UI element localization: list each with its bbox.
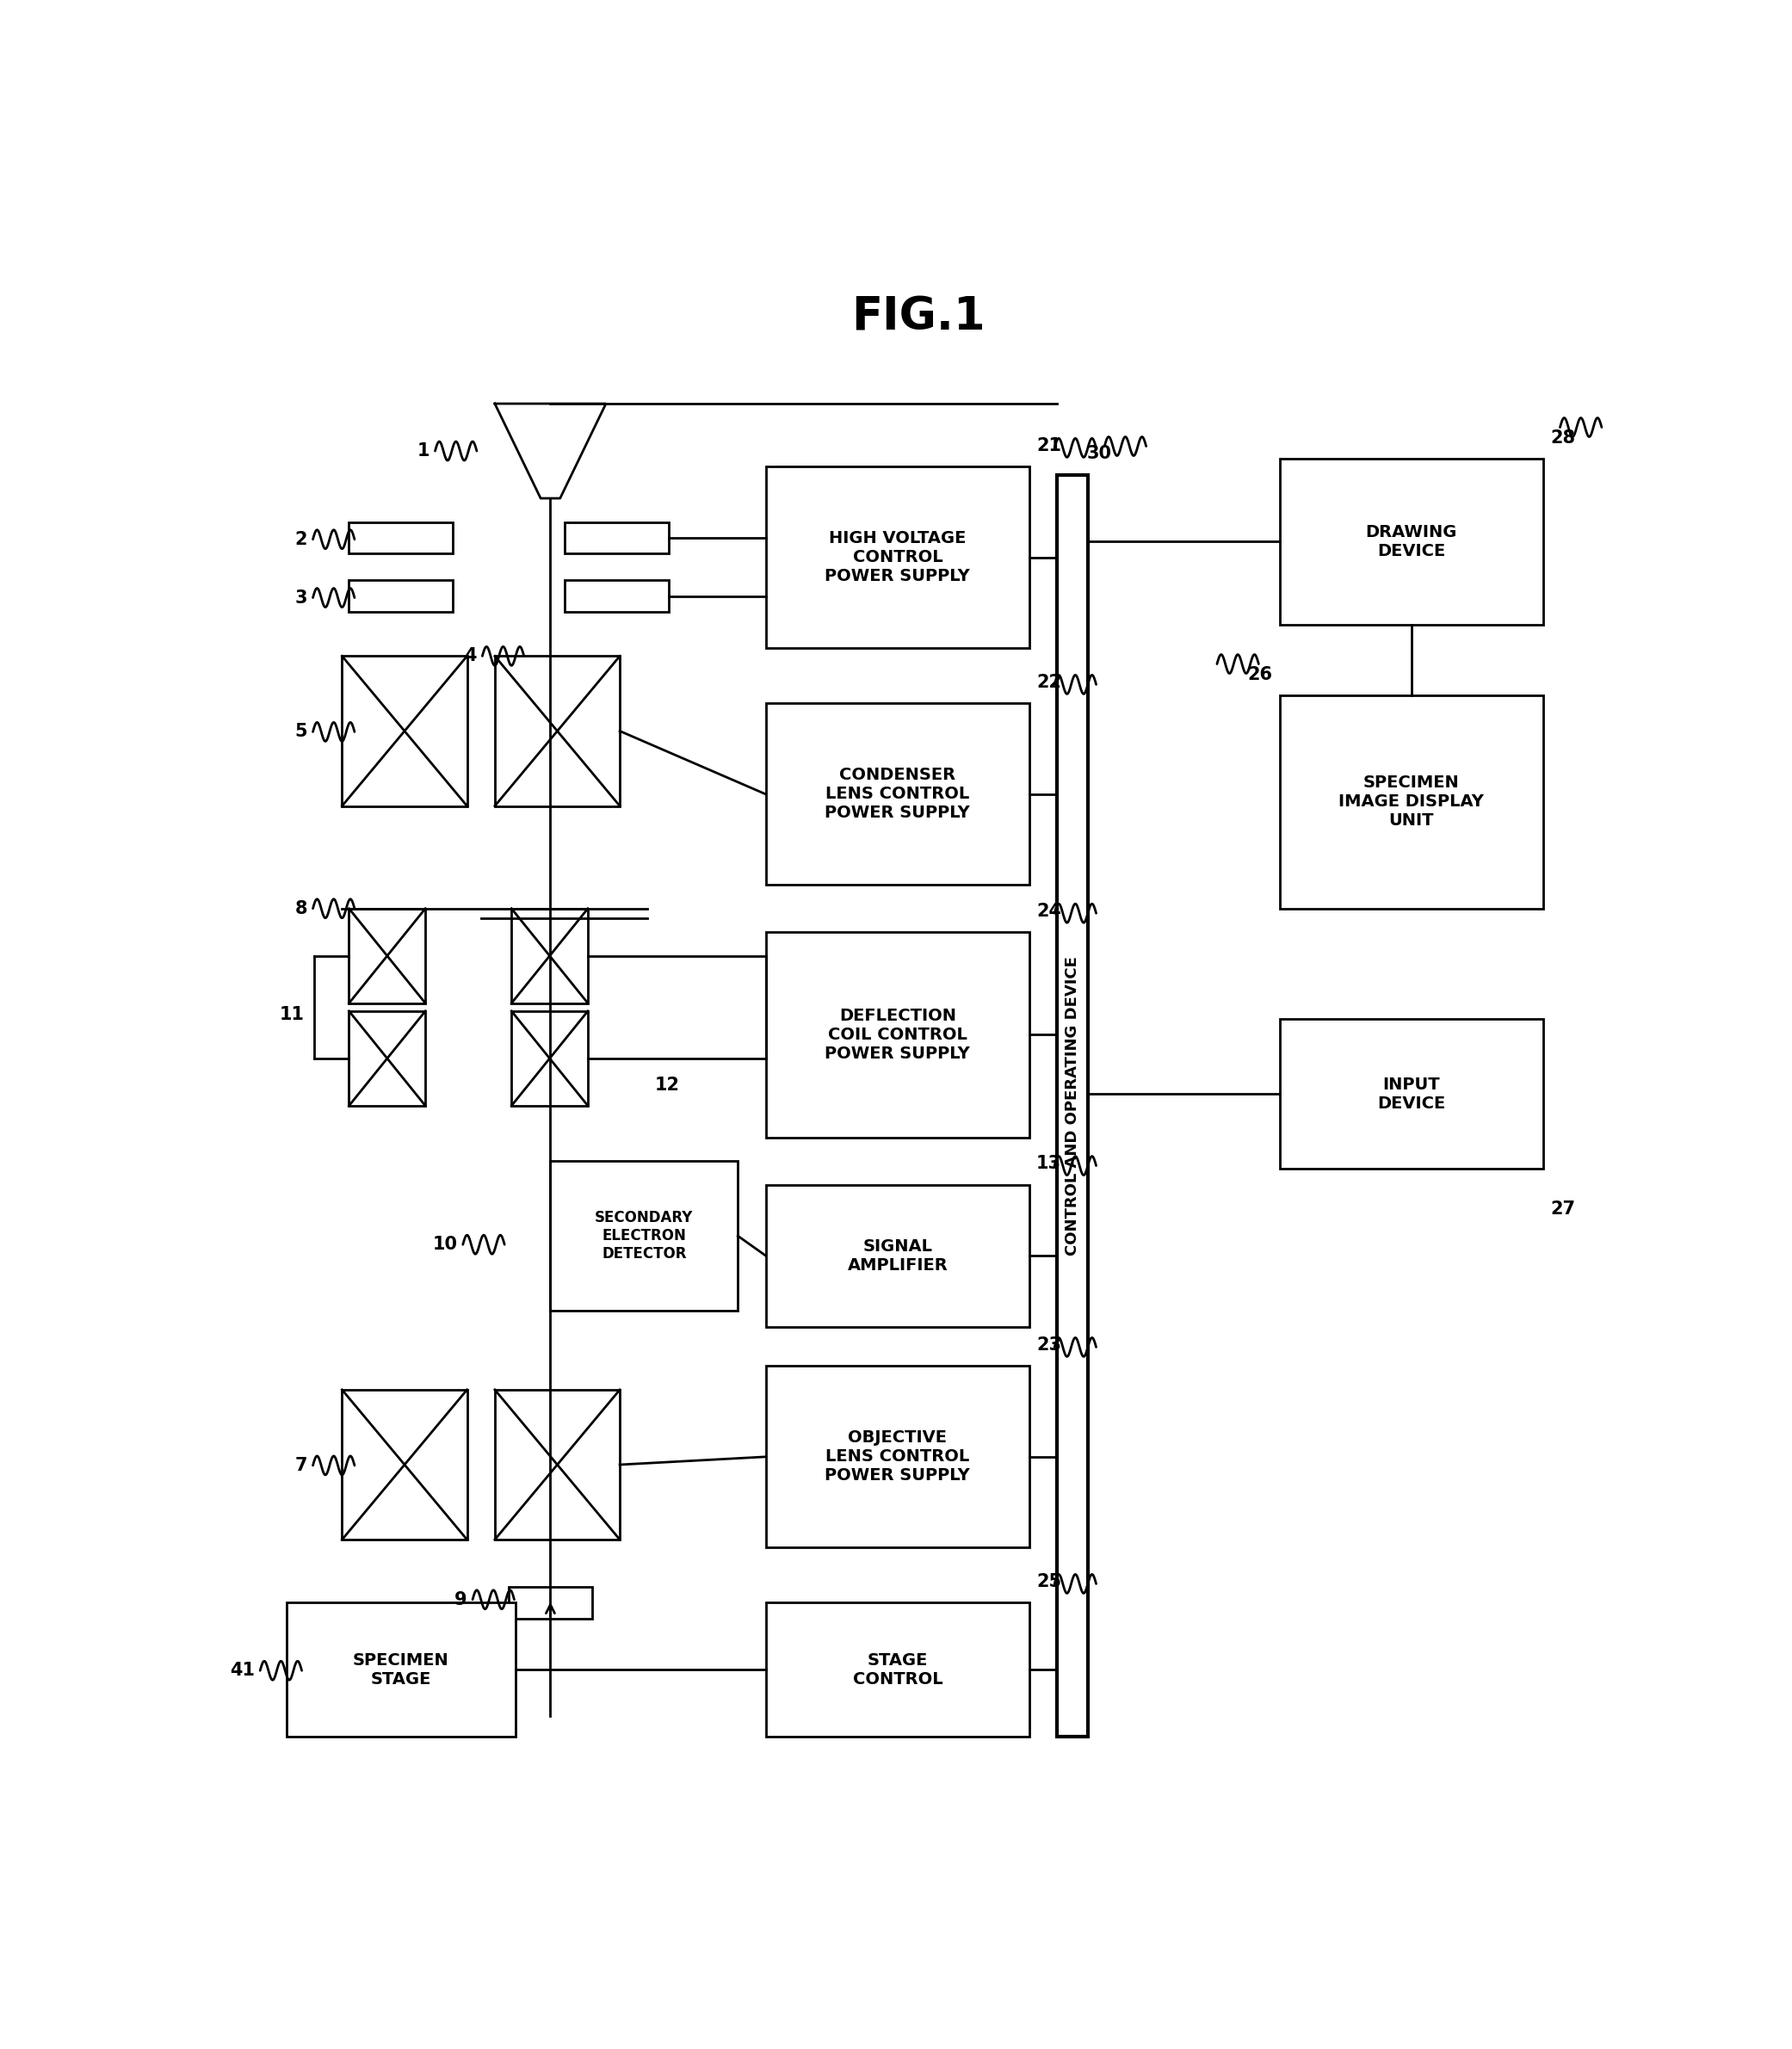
Text: 10: 10 bbox=[432, 1236, 457, 1254]
Text: 8: 8 bbox=[296, 900, 308, 918]
Bar bbox=[349, 580, 453, 613]
Bar bbox=[765, 1184, 1029, 1326]
Bar bbox=[1279, 459, 1543, 625]
Text: 11: 11 bbox=[280, 1006, 305, 1022]
Bar bbox=[564, 522, 668, 553]
Bar bbox=[495, 656, 620, 805]
Text: 27: 27 bbox=[1550, 1201, 1575, 1217]
Bar bbox=[564, 580, 668, 613]
Text: STAGE
CONTROL: STAGE CONTROL bbox=[853, 1651, 943, 1688]
Text: 28: 28 bbox=[1550, 428, 1575, 447]
Text: 1: 1 bbox=[418, 443, 430, 459]
Text: 22: 22 bbox=[1036, 674, 1061, 691]
Text: 9: 9 bbox=[455, 1590, 468, 1608]
Bar bbox=[342, 1389, 468, 1539]
Text: SIGNAL
AMPLIFIER: SIGNAL AMPLIFIER bbox=[848, 1238, 948, 1272]
Bar bbox=[1279, 695, 1543, 908]
Text: OBJECTIVE
LENS CONTROL
POWER SUPPLY: OBJECTIVE LENS CONTROL POWER SUPPLY bbox=[824, 1430, 969, 1483]
Text: 7: 7 bbox=[296, 1457, 308, 1473]
Text: 5: 5 bbox=[294, 723, 308, 740]
Text: 24: 24 bbox=[1036, 902, 1061, 920]
Bar bbox=[349, 908, 425, 1004]
Text: 23: 23 bbox=[1036, 1336, 1061, 1354]
Text: HIGH VOLTAGE
CONTROL
POWER SUPPLY: HIGH VOLTAGE CONTROL POWER SUPPLY bbox=[824, 531, 969, 584]
Bar bbox=[1279, 1018, 1543, 1168]
Bar bbox=[511, 908, 588, 1004]
Text: 2: 2 bbox=[296, 531, 308, 547]
Bar bbox=[342, 656, 468, 805]
Text: SECONDARY
ELECTRON
DETECTOR: SECONDARY ELECTRON DETECTOR bbox=[595, 1211, 694, 1262]
Bar bbox=[349, 1010, 425, 1106]
Text: 4: 4 bbox=[464, 647, 477, 664]
Text: DEFLECTION
COIL CONTROL
POWER SUPPLY: DEFLECTION COIL CONTROL POWER SUPPLY bbox=[824, 1008, 969, 1061]
Text: CONDENSER
LENS CONTROL
POWER SUPPLY: CONDENSER LENS CONTROL POWER SUPPLY bbox=[824, 766, 969, 822]
Text: DRAWING
DEVICE: DRAWING DEVICE bbox=[1366, 525, 1457, 559]
Text: INPUT
DEVICE: INPUT DEVICE bbox=[1378, 1076, 1446, 1111]
Bar bbox=[349, 522, 453, 553]
Bar bbox=[765, 467, 1029, 647]
Text: SPECIMEN
STAGE: SPECIMEN STAGE bbox=[353, 1651, 450, 1688]
Bar bbox=[765, 1367, 1029, 1547]
Bar bbox=[1057, 475, 1088, 1738]
Text: SPECIMEN
IMAGE DISPLAY
UNIT: SPECIMEN IMAGE DISPLAY UNIT bbox=[1339, 775, 1484, 830]
Text: 26: 26 bbox=[1247, 666, 1272, 682]
Bar bbox=[550, 1162, 738, 1311]
Bar bbox=[287, 1602, 516, 1738]
Bar bbox=[765, 703, 1029, 885]
Text: 13: 13 bbox=[1036, 1156, 1061, 1172]
Text: FIG.1: FIG.1 bbox=[851, 295, 986, 340]
Text: 41: 41 bbox=[229, 1662, 254, 1680]
Bar bbox=[495, 1389, 620, 1539]
Bar bbox=[765, 1602, 1029, 1738]
Text: CONTROL AND OPERATING DEVICE: CONTROL AND OPERATING DEVICE bbox=[1064, 957, 1081, 1256]
Bar bbox=[765, 932, 1029, 1137]
Text: 30: 30 bbox=[1086, 445, 1111, 461]
Bar bbox=[509, 1586, 591, 1619]
Text: 25: 25 bbox=[1036, 1574, 1061, 1590]
Bar bbox=[511, 1010, 588, 1106]
Text: 12: 12 bbox=[654, 1076, 679, 1094]
Text: 21: 21 bbox=[1036, 436, 1061, 455]
Text: 3: 3 bbox=[296, 590, 308, 607]
